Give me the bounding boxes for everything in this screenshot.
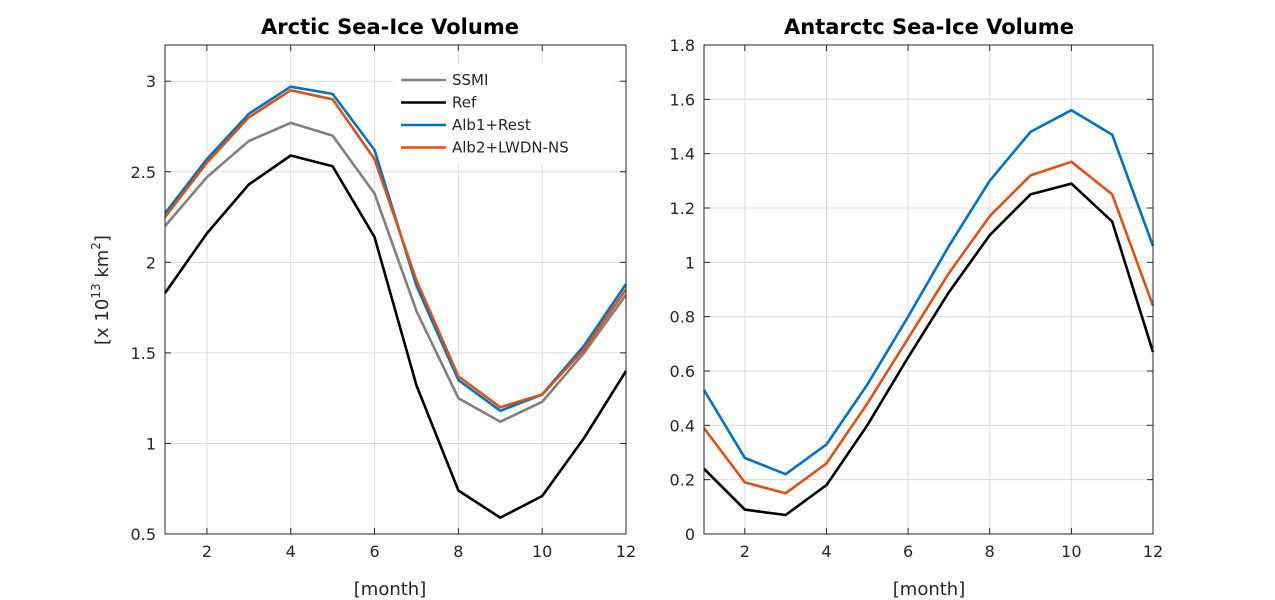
antarctic-y-tick-label: 1	[685, 253, 695, 272]
arctic-series	[163, 85, 628, 520]
arctic-x-tick-label: 10	[532, 542, 552, 561]
antarctic-x-tick-label: 12	[1143, 542, 1163, 561]
antarctic-axes-box	[703, 44, 1154, 535]
arctic-y-tick-label: 2	[146, 253, 156, 272]
antarctic-title: Antarctc Sea-Ice Volume	[784, 15, 1074, 39]
antarctic-y-tick-label: 0.2	[670, 471, 695, 490]
arctic-y-axis-label: [x 1013 km2]	[89, 235, 113, 345]
legend-label-alb2-lwdn-ns: Alb2+LWDN-NS	[452, 139, 569, 157]
antarctic-x-axis-label: [month]	[893, 579, 965, 600]
antarctic-line-series-2	[703, 182, 1155, 517]
antarctic-x-tick-label: 10	[1061, 542, 1081, 561]
legend-label-ssmi: SSMI	[452, 71, 488, 89]
arctic-y-tick-label: 2.5	[131, 163, 156, 182]
antarctic-y-tick-label: 0	[685, 525, 695, 544]
arctic-ticks: 2 4 6 8 10 12 0.5 1 1.5 2 2.5 3	[131, 45, 636, 561]
antarctic-plot: Antarctc Sea-Ice Volume 2 4 6 8 10 12 0 0.2 0.4 0…	[670, 15, 1164, 600]
antarctic-x-tick-label: 6	[903, 542, 913, 561]
arctic-axes-box	[164, 44, 627, 535]
arctic-x-tick-label: 4	[286, 542, 296, 561]
antarctic-line-series-1	[702, 160, 1155, 495]
antarctic-y-tick-label: 1.4	[670, 145, 695, 164]
legend-label-alb1-rest: Alb1+Rest	[452, 116, 531, 134]
arctic-line-ref	[163, 154, 628, 520]
antarctic-y-tick-label: 1.8	[670, 36, 695, 55]
arctic-x-tick-label: 8	[453, 542, 463, 561]
antarctic-series	[702, 108, 1155, 517]
antarctic-y-tick-label: 0.6	[670, 362, 695, 381]
antarctic-y-tick-label: 0.4	[670, 416, 695, 435]
antarctic-y-tick-label: 1.6	[670, 90, 695, 109]
arctic-y-tick-label: 1.5	[131, 344, 156, 363]
arctic-y-tick-label: 0.5	[131, 525, 156, 544]
arctic-line-ssmi	[164, 121, 628, 424]
arctic-line-alb2-lwdn-ns	[163, 89, 628, 409]
antarctic-x-tick-label: 8	[985, 542, 995, 561]
legend-label-ref: Ref	[452, 94, 477, 112]
antarctic-y-tick-label: 1.2	[670, 199, 695, 218]
arctic-plot: Arctic Sea-Ice Volume 2 4 6 8 10 12 0.5 1 1.5 2 2.…	[89, 15, 636, 600]
arctic-y-tick-label: 3	[146, 72, 156, 91]
arctic-y-tick-label: 1	[146, 434, 156, 453]
antarctic-line-series-0	[702, 108, 1155, 476]
arctic-x-axis-label: [month]	[354, 579, 426, 600]
antarctic-x-tick-label: 2	[740, 542, 750, 561]
antarctic-y-tick-label: 0.8	[670, 308, 695, 327]
arctic-title: Arctic Sea-Ice Volume	[261, 15, 519, 39]
antarctic-ticks: 2 4 6 8 10 12 0 0.2 0.4 0.6 0.8 1 1.2 1.4 1.6 1.8	[670, 36, 1164, 561]
arctic-x-tick-label: 2	[202, 542, 212, 561]
arctic-x-tick-label: 6	[369, 542, 379, 561]
arctic-x-tick-label: 12	[616, 542, 636, 561]
antarctic-x-tick-label: 4	[821, 542, 831, 561]
arctic-legend: SSMI Ref Alb1+Rest Alb2+LWDN-NS	[393, 64, 615, 164]
